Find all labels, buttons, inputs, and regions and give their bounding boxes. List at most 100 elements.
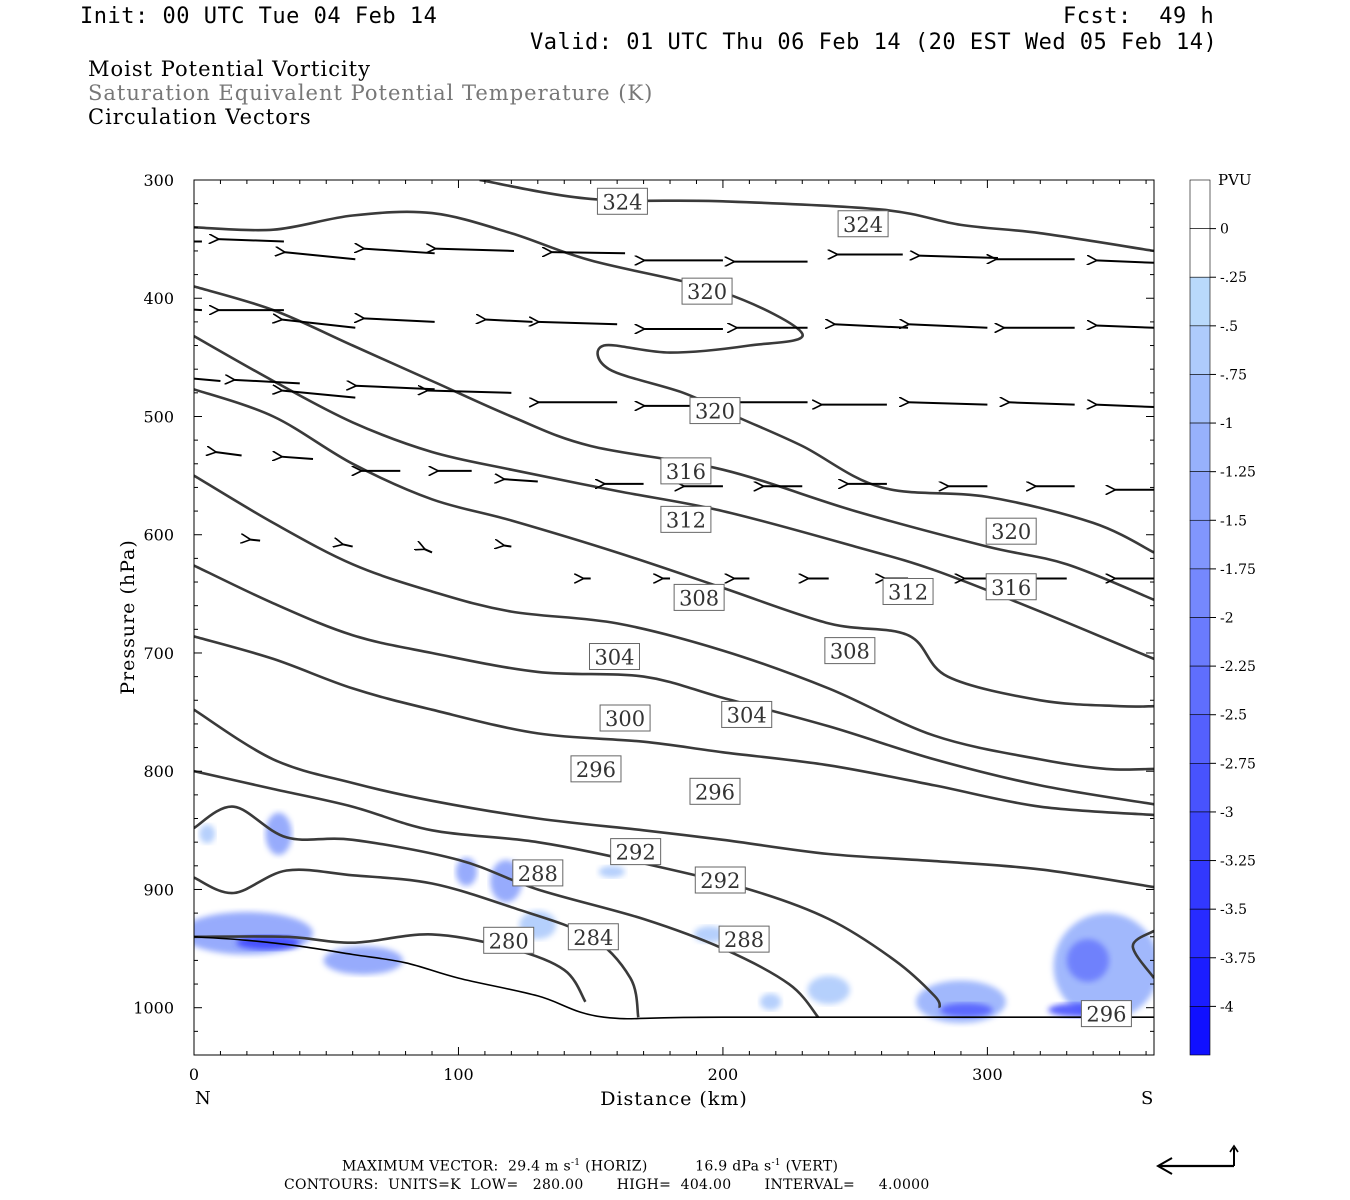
colorbar-segment [1189, 957, 1211, 1007]
colorbar-segment [1189, 568, 1211, 618]
theta-es-contour [194, 868, 640, 1018]
circulation-vector [250, 539, 261, 540]
colorbar-segment [1189, 374, 1211, 424]
contour-labels: 324 324 320 320 316 312 320 308 312 316 304 308 300 3… [483, 187, 1132, 1028]
circulation-vector [834, 324, 909, 328]
colorbar-segment [1189, 422, 1211, 472]
y-tick-label: 700 [143, 644, 174, 663]
colorbar-label: -.5 [1220, 319, 1238, 335]
contour-label: 304 [594, 646, 634, 670]
colorbar-segment [1189, 617, 1211, 667]
colorbar-label: -.75 [1220, 367, 1247, 383]
colorbar-segment [1189, 325, 1211, 375]
contour-label-box [588, 643, 640, 671]
circulation-vector [919, 256, 998, 258]
contour-label-box [694, 866, 746, 894]
pv-area [939, 1002, 993, 1018]
colorbar-segment [1189, 276, 1211, 327]
contour-label: 320 [687, 280, 727, 304]
contour-label: 316 [991, 576, 1031, 600]
theta-es-contour [194, 474, 1154, 771]
contour-label: 292 [616, 841, 656, 865]
circulation-vector [424, 549, 433, 554]
contour-label-box [599, 704, 651, 732]
pv-area [759, 993, 782, 1011]
init-time: Init: 00 UTC Tue 04 Feb 14 [80, 4, 438, 29]
pv-area [598, 865, 626, 878]
theta-es-contour [194, 285, 1154, 602]
circulation-vector [355, 386, 435, 390]
contour-label-box [660, 505, 712, 533]
colorbar-label: -.25 [1220, 270, 1247, 286]
surface-line [194, 936, 1154, 1020]
colorbar-label: -2 [1220, 611, 1234, 627]
colorbar-segment [1189, 471, 1211, 521]
colorbar-label: -3.75 [1220, 951, 1256, 967]
contour-label-box [689, 777, 741, 805]
x-end-label-south: S [1141, 1088, 1153, 1109]
contour-label-box [882, 577, 934, 605]
contour-label-box [483, 926, 535, 954]
contour-label: 296 [695, 780, 735, 804]
circulation-vector [1096, 325, 1154, 327]
theta-es-contour [194, 210, 1154, 554]
contour-label-box [610, 838, 662, 866]
circulation-vector [427, 390, 512, 392]
colorbar-label: -3 [1220, 805, 1234, 821]
circulation-vector [435, 249, 515, 251]
circulation-vector [234, 380, 300, 384]
theta-es-contours [194, 180, 1154, 1019]
colorbar-label: -3.5 [1220, 902, 1247, 918]
circulation-vector [485, 320, 533, 322]
colorbar-segment [1189, 763, 1211, 813]
x-axis-label: Distance (km) [600, 1088, 748, 1110]
colorbar-label: -2.75 [1220, 756, 1256, 772]
circulation-vector [363, 249, 435, 255]
circulation-vector [218, 239, 284, 241]
circulation-vector [908, 402, 988, 404]
contour-label: 312 [666, 508, 706, 532]
colorbar-segment [1189, 811, 1211, 861]
valid-time: Valid: 01 UTC Thu 06 Feb 14 (20 EST Wed … [530, 30, 1218, 55]
colorbar-label: -1.75 [1220, 562, 1256, 578]
contour-label: 324 [843, 213, 883, 237]
contour-label: 288 [724, 928, 764, 952]
contour-label: 308 [830, 640, 870, 664]
colorbar-segment [1189, 1006, 1211, 1056]
title-theta-es: Saturation Equivalent Potential Temperat… [88, 81, 654, 105]
pv-shading [194, 812, 1154, 1024]
colorbar-segment [1189, 179, 1211, 229]
contour-label-box [985, 573, 1037, 601]
x-tick-label: 0 [189, 1065, 199, 1084]
contour-label: 296 [576, 758, 616, 782]
y-tick-label: 1000 [133, 999, 174, 1018]
theta-es-contour [194, 933, 587, 1003]
colorbar-segment [1189, 908, 1211, 959]
circulation-vector [551, 252, 626, 253]
contour-label: 312 [888, 580, 928, 604]
reference-vector-icon [1155, 1144, 1239, 1175]
theta-es-contour [194, 708, 1154, 889]
colorbar-label: -1 [1220, 416, 1234, 432]
x-tick-label: 300 [972, 1065, 1003, 1084]
circulation-vector [281, 457, 314, 459]
x-tick-label: 100 [443, 1065, 474, 1084]
y-tick-label: 600 [143, 526, 174, 545]
colorbar-label: -1.25 [1220, 465, 1256, 481]
colorbar: 0 -.25 -.5 -.75 -1 -1.25 -1.5 -1.75 -2 -2.25 -2.5 -… [1189, 179, 1256, 1056]
colorbar-label: -1.5 [1220, 513, 1247, 529]
title-mpv: Moist Potential Vorticity [88, 57, 371, 81]
contour-label-box [985, 517, 1037, 545]
theta-es-contour [194, 388, 1154, 708]
colorbar-segment [1189, 519, 1211, 570]
colorbar-label: -3.25 [1220, 854, 1256, 870]
theta-es-contour [194, 334, 1154, 661]
contour-label: 296 [1086, 1003, 1126, 1027]
circulation-vectors [194, 239, 1154, 578]
title-vectors: Circulation Vectors [88, 105, 312, 129]
x-tick-label: 200 [708, 1065, 739, 1084]
circulation-vector [908, 324, 988, 328]
terrain-surface [194, 936, 1154, 1020]
contour-label: 288 [518, 862, 558, 886]
